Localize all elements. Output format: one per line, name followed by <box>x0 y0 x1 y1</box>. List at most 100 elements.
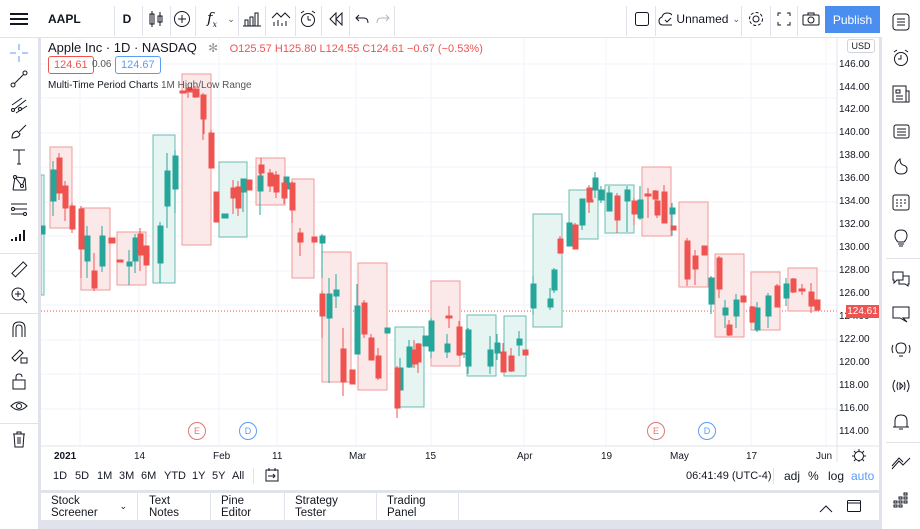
bottom-panel-tabs: Stock Screener ⌄ Text Notes Pine Editor S… <box>41 493 879 520</box>
prediction-tool[interactable] <box>0 196 38 222</box>
dividend-event[interactable]: D <box>239 422 257 440</box>
log-toggle[interactable]: log <box>828 469 845 483</box>
hotlist-button[interactable] <box>882 150 920 182</box>
plus-circle-icon <box>174 11 190 27</box>
fullscreen-button[interactable] <box>771 0 797 38</box>
streams-button[interactable] <box>882 334 920 366</box>
messages-button[interactable] <box>882 298 920 330</box>
data-window-button[interactable] <box>882 114 920 146</box>
layout-name-button[interactable]: Unnamed ⌄ <box>658 0 740 38</box>
tab-text-notes[interactable]: Text Notes <box>139 493 211 520</box>
chart-up-button[interactable] <box>882 448 920 480</box>
adj-toggle[interactable]: adj <box>784 469 801 483</box>
camera-icon <box>802 12 820 26</box>
pitchfork-tool[interactable] <box>0 92 38 118</box>
lock-drawings-tool[interactable] <box>0 342 38 368</box>
maximize-panel-button[interactable] <box>847 499 861 518</box>
chart-legend: Apple Inc · 1D · NASDAQ ✻ O125.57 H125.8… <box>48 40 483 55</box>
hide-tool[interactable] <box>0 394 38 420</box>
delete-tool[interactable] <box>0 426 38 452</box>
range-3m[interactable]: 3M <box>119 470 135 482</box>
price-chart[interactable] <box>41 38 879 490</box>
currency-label[interactable]: USD <box>847 39 875 53</box>
brush-tool[interactable] <box>0 118 38 144</box>
earnings-event[interactable]: E <box>647 422 665 440</box>
chart-pane[interactable]: USD 146.00 144.00 142.00 140.00 138.00 1… <box>41 38 879 490</box>
sparkline-icon <box>271 12 291 26</box>
range-ytd[interactable]: YTD <box>164 470 186 482</box>
financials-button[interactable] <box>240 0 264 38</box>
replay-button[interactable] <box>324 0 348 38</box>
tab-strategy-tester[interactable]: Strategy Tester <box>285 493 377 520</box>
text-tool[interactable] <box>0 144 38 170</box>
tab-pine-editor[interactable]: Pine Editor <box>211 493 285 520</box>
trendline-tool[interactable] <box>0 66 38 92</box>
range-all[interactable]: All <box>232 470 245 482</box>
hamburger-icon <box>10 13 28 25</box>
pattern-tool[interactable] <box>0 170 38 196</box>
redo-button[interactable] <box>373 0 393 38</box>
news-button[interactable] <box>882 78 920 110</box>
collapse-panel-button[interactable] <box>819 501 833 519</box>
symbol-search[interactable]: AAPL <box>48 12 81 26</box>
time-label: Jun <box>816 451 833 462</box>
earnings-event[interactable]: E <box>188 422 206 440</box>
range-1y[interactable]: 1Y <box>192 470 206 482</box>
magnet-icon <box>12 321 26 337</box>
hotlist-icon <box>894 157 908 175</box>
interval-button[interactable]: D <box>122 12 132 26</box>
tab-stock-screener[interactable]: Stock Screener ⌄ <box>41 493 138 520</box>
auto-toggle[interactable]: auto <box>851 469 875 483</box>
price-axis[interactable]: 146.00 144.00 142.00 140.00 138.00 136.0… <box>839 59 879 449</box>
ruler-icon <box>11 261 28 278</box>
time-axis[interactable]: 2021 14 Feb 11 Mar 15 Apr 19 May 17 Jun <box>41 446 837 468</box>
zoom-in-icon <box>11 287 28 304</box>
percent-toggle[interactable]: % <box>808 469 819 483</box>
streams-icon <box>891 342 911 357</box>
alert-button[interactable] <box>296 0 320 38</box>
axis-settings-button[interactable] <box>851 448 869 466</box>
range-6m[interactable]: 6M <box>141 470 157 482</box>
measure-tool[interactable] <box>0 256 38 282</box>
crosshair-tool[interactable] <box>0 40 38 66</box>
range-5y[interactable]: 5Y <box>212 470 226 482</box>
signals-button[interactable] <box>882 370 920 402</box>
calendar-button[interactable] <box>882 186 920 218</box>
symbol-title[interactable]: Apple Inc · 1D · NASDAQ <box>48 40 197 55</box>
range-5d[interactable]: 5D <box>75 470 90 482</box>
indicator-legend[interactable]: Multi-Time Period Charts 1M High/Low Ran… <box>48 80 252 91</box>
publish-button[interactable]: Publish <box>825 6 880 33</box>
notifications-button[interactable] <box>882 406 920 438</box>
alerts-button[interactable] <box>882 42 920 74</box>
more-icon <box>893 492 908 508</box>
more-button[interactable] <box>882 484 920 516</box>
layout-button[interactable] <box>630 0 654 38</box>
templates-button[interactable]: ⌄ <box>224 0 238 38</box>
settings-button[interactable] <box>743 0 769 38</box>
indicators-button[interactable]: fx <box>198 0 226 38</box>
ideas-button[interactable] <box>882 222 920 254</box>
range-1d[interactable]: 1D <box>53 470 68 482</box>
clock[interactable]: 06:41:49 (UTC-4) <box>686 470 772 482</box>
snapshot-button[interactable] <box>798 0 824 38</box>
undo-button[interactable] <box>351 0 373 38</box>
magnet-tool[interactable] <box>0 316 38 342</box>
compare-button[interactable] <box>170 0 194 38</box>
sell-price-button[interactable]: 124.61 <box>48 56 94 74</box>
dividend-event[interactable]: D <box>698 422 716 440</box>
menu-button[interactable] <box>0 0 38 38</box>
square-icon <box>635 12 649 26</box>
chart-type-button[interactable] <box>143 0 169 38</box>
lock-tool[interactable] <box>0 368 38 394</box>
zoom-tool[interactable] <box>0 282 38 308</box>
chats-button[interactable] <box>882 262 920 294</box>
goto-date-button[interactable] <box>265 468 279 487</box>
volume-profile-tool[interactable] <box>0 222 38 248</box>
watchlist-button[interactable] <box>882 6 920 38</box>
fullscreen-icon <box>777 12 791 26</box>
buy-price-button[interactable]: 124.67 <box>115 56 161 74</box>
tab-trading-panel[interactable]: Trading Panel <box>377 493 459 520</box>
range-1m[interactable]: 1M <box>97 470 113 482</box>
brush-icon <box>11 124 27 139</box>
trends-button[interactable] <box>268 0 294 38</box>
